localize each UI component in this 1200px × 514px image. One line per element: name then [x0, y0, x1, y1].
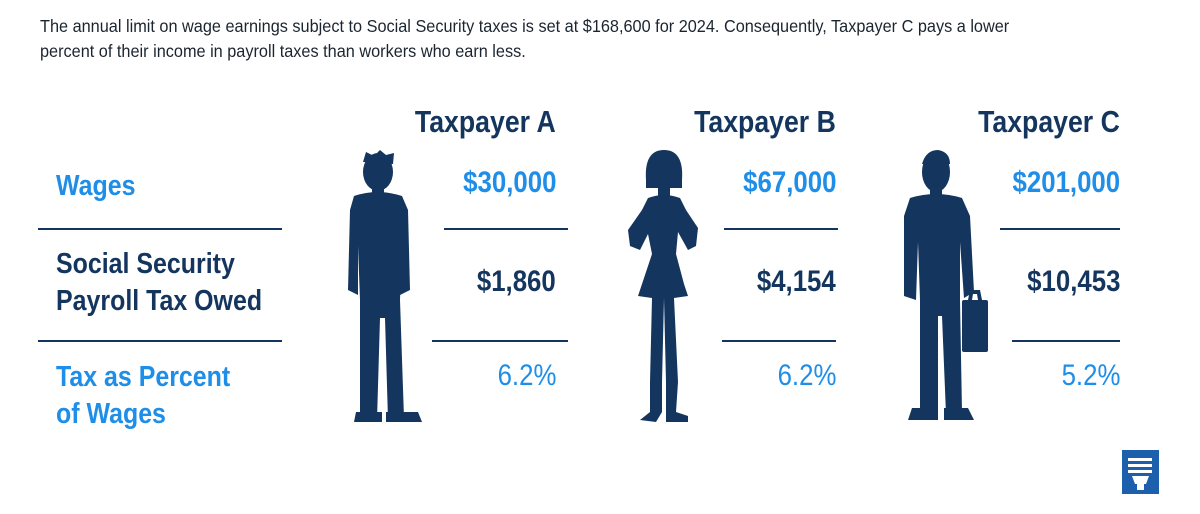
divider: [38, 228, 282, 230]
taxpayer-a-percent: 6.2%: [497, 359, 556, 392]
businessman-with-briefcase-icon: [904, 150, 988, 420]
torch-logo-icon: [1122, 450, 1159, 494]
taxpayer-b-percent: 6.2%: [777, 359, 836, 392]
taxpayer-b-header: Taxpayer B: [694, 104, 836, 139]
taxpayer-b-tax-owed: $4,154: [757, 265, 836, 298]
divider: [724, 228, 838, 230]
woman-silhouette-icon: [628, 150, 698, 422]
taxpayer-b-wages: $67,000: [742, 166, 836, 199]
divider: [38, 340, 282, 342]
row-label-tax-owed: Social Security Payroll Tax Owed: [56, 248, 263, 317]
taxpayer-c-wages: $201,000: [1012, 166, 1120, 199]
divider: [1000, 228, 1120, 230]
row-label-wages: Wages: [56, 170, 136, 202]
taxpayer-a-wages: $30,000: [462, 166, 556, 199]
divider: [432, 340, 568, 342]
taxpayer-a-header: Taxpayer A: [415, 104, 556, 139]
row-label-percent: Tax as Percent of Wages: [56, 361, 231, 430]
taxpayer-c-tax-owed: $10,453: [1026, 265, 1120, 298]
divider: [722, 340, 836, 342]
taxpayer-a-tax-owed: $1,860: [477, 265, 556, 298]
taxpayer-c-percent: 5.2%: [1061, 359, 1120, 392]
divider: [444, 228, 568, 230]
taxpayer-c-header: Taxpayer C: [978, 104, 1120, 139]
intro-text: The annual limit on wage earnings subjec…: [40, 16, 1010, 61]
divider: [1012, 340, 1120, 342]
man-silhouette-icon: [348, 150, 422, 422]
